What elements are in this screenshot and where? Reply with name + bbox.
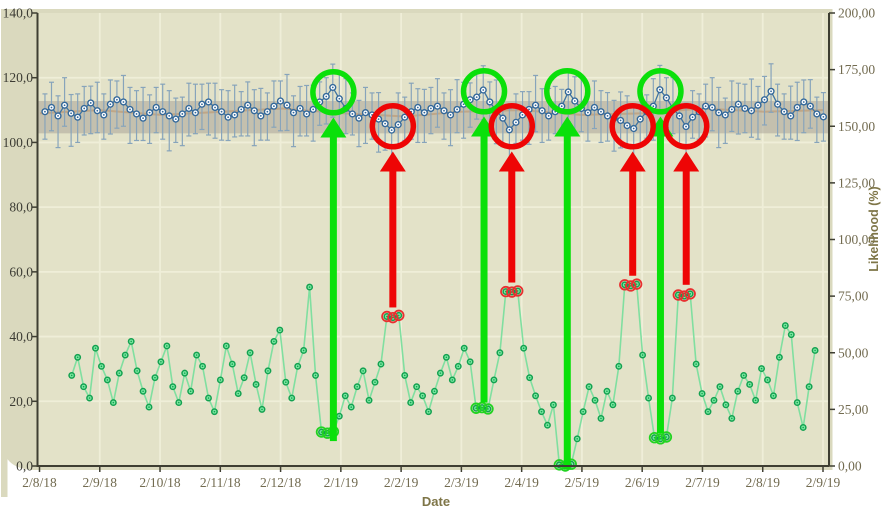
y-right-tick-label: 25,00 bbox=[838, 402, 869, 417]
x-tick-label: 2/1/19 bbox=[324, 475, 359, 490]
y-left-tick-label: 20,0 bbox=[9, 394, 33, 409]
y-left-tick-label: 60,0 bbox=[9, 264, 33, 279]
x-tick-label: 2/6/19 bbox=[625, 475, 660, 490]
y-right-tick-label: 125,00 bbox=[838, 175, 875, 190]
x-tick-label: 2/9/18 bbox=[83, 475, 118, 490]
x-tick-label: 2/8/18 bbox=[22, 475, 57, 490]
green-event-circle bbox=[637, 68, 684, 115]
y-left-tick-label: 0,0 bbox=[16, 459, 33, 474]
x-tick-label: 2/2/19 bbox=[384, 475, 419, 490]
window-edge-strip bbox=[1, 436, 8, 497]
x-tick-label: 2/7/19 bbox=[685, 475, 720, 490]
tick-labels: 0,0 20,0 40,0 60,0 80,0 100,0 120,0 140,0 0,00 25… bbox=[3, 6, 876, 491]
y-left-tick-label: 120,0 bbox=[3, 70, 34, 85]
red-event-circle bbox=[369, 103, 417, 150]
x-tick-label: 2/9/19 bbox=[806, 475, 841, 490]
y-right-tick-label: 100,00 bbox=[838, 232, 875, 247]
x-tick-label: 2/8/19 bbox=[745, 475, 780, 490]
y-right-tick-label: 75,00 bbox=[838, 289, 869, 304]
y-left-tick-label: 140,0 bbox=[3, 6, 34, 21]
circle-annotations bbox=[310, 68, 710, 150]
x-axis-title: Date bbox=[421, 494, 451, 509]
ring-annotations bbox=[315, 278, 696, 472]
likelihood-series-line bbox=[70, 283, 816, 467]
x-tick-label: 2/10/18 bbox=[139, 475, 181, 490]
y-left-tick-label: 40,0 bbox=[9, 329, 33, 344]
red-event-circle bbox=[488, 103, 536, 150]
y-right-tick-label: 0,00 bbox=[838, 459, 862, 474]
metric-series-points bbox=[41, 83, 827, 134]
red-event-circle bbox=[662, 103, 710, 150]
y-left-tick-label: 80,0 bbox=[9, 200, 33, 215]
red-event-circle bbox=[609, 103, 656, 150]
y-right-tick-label: 175,00 bbox=[838, 62, 875, 77]
likelihood-series-points bbox=[68, 280, 819, 470]
green-event-circle bbox=[460, 68, 508, 115]
green-event-circle bbox=[544, 68, 591, 115]
y-right-axis-title: Likelihood (%) bbox=[867, 186, 881, 272]
x-tick-label: 2/11/18 bbox=[200, 475, 241, 490]
green-event-circle bbox=[310, 69, 357, 116]
x-tick-label: 2/5/19 bbox=[565, 475, 600, 490]
y-right-tick-label: 50,00 bbox=[838, 345, 869, 360]
x-tick-label: 2/12/18 bbox=[260, 475, 302, 490]
x-tick-label: 2/4/19 bbox=[504, 475, 539, 490]
y-right-tick-label: 150,00 bbox=[838, 119, 875, 134]
x-tick-label: 2/3/19 bbox=[444, 475, 479, 490]
y-left-tick-label: 100,0 bbox=[3, 135, 34, 150]
arrow-annotations bbox=[320, 116, 700, 470]
y-right-tick-label: 200,00 bbox=[838, 6, 875, 21]
axes bbox=[31, 12, 835, 472]
